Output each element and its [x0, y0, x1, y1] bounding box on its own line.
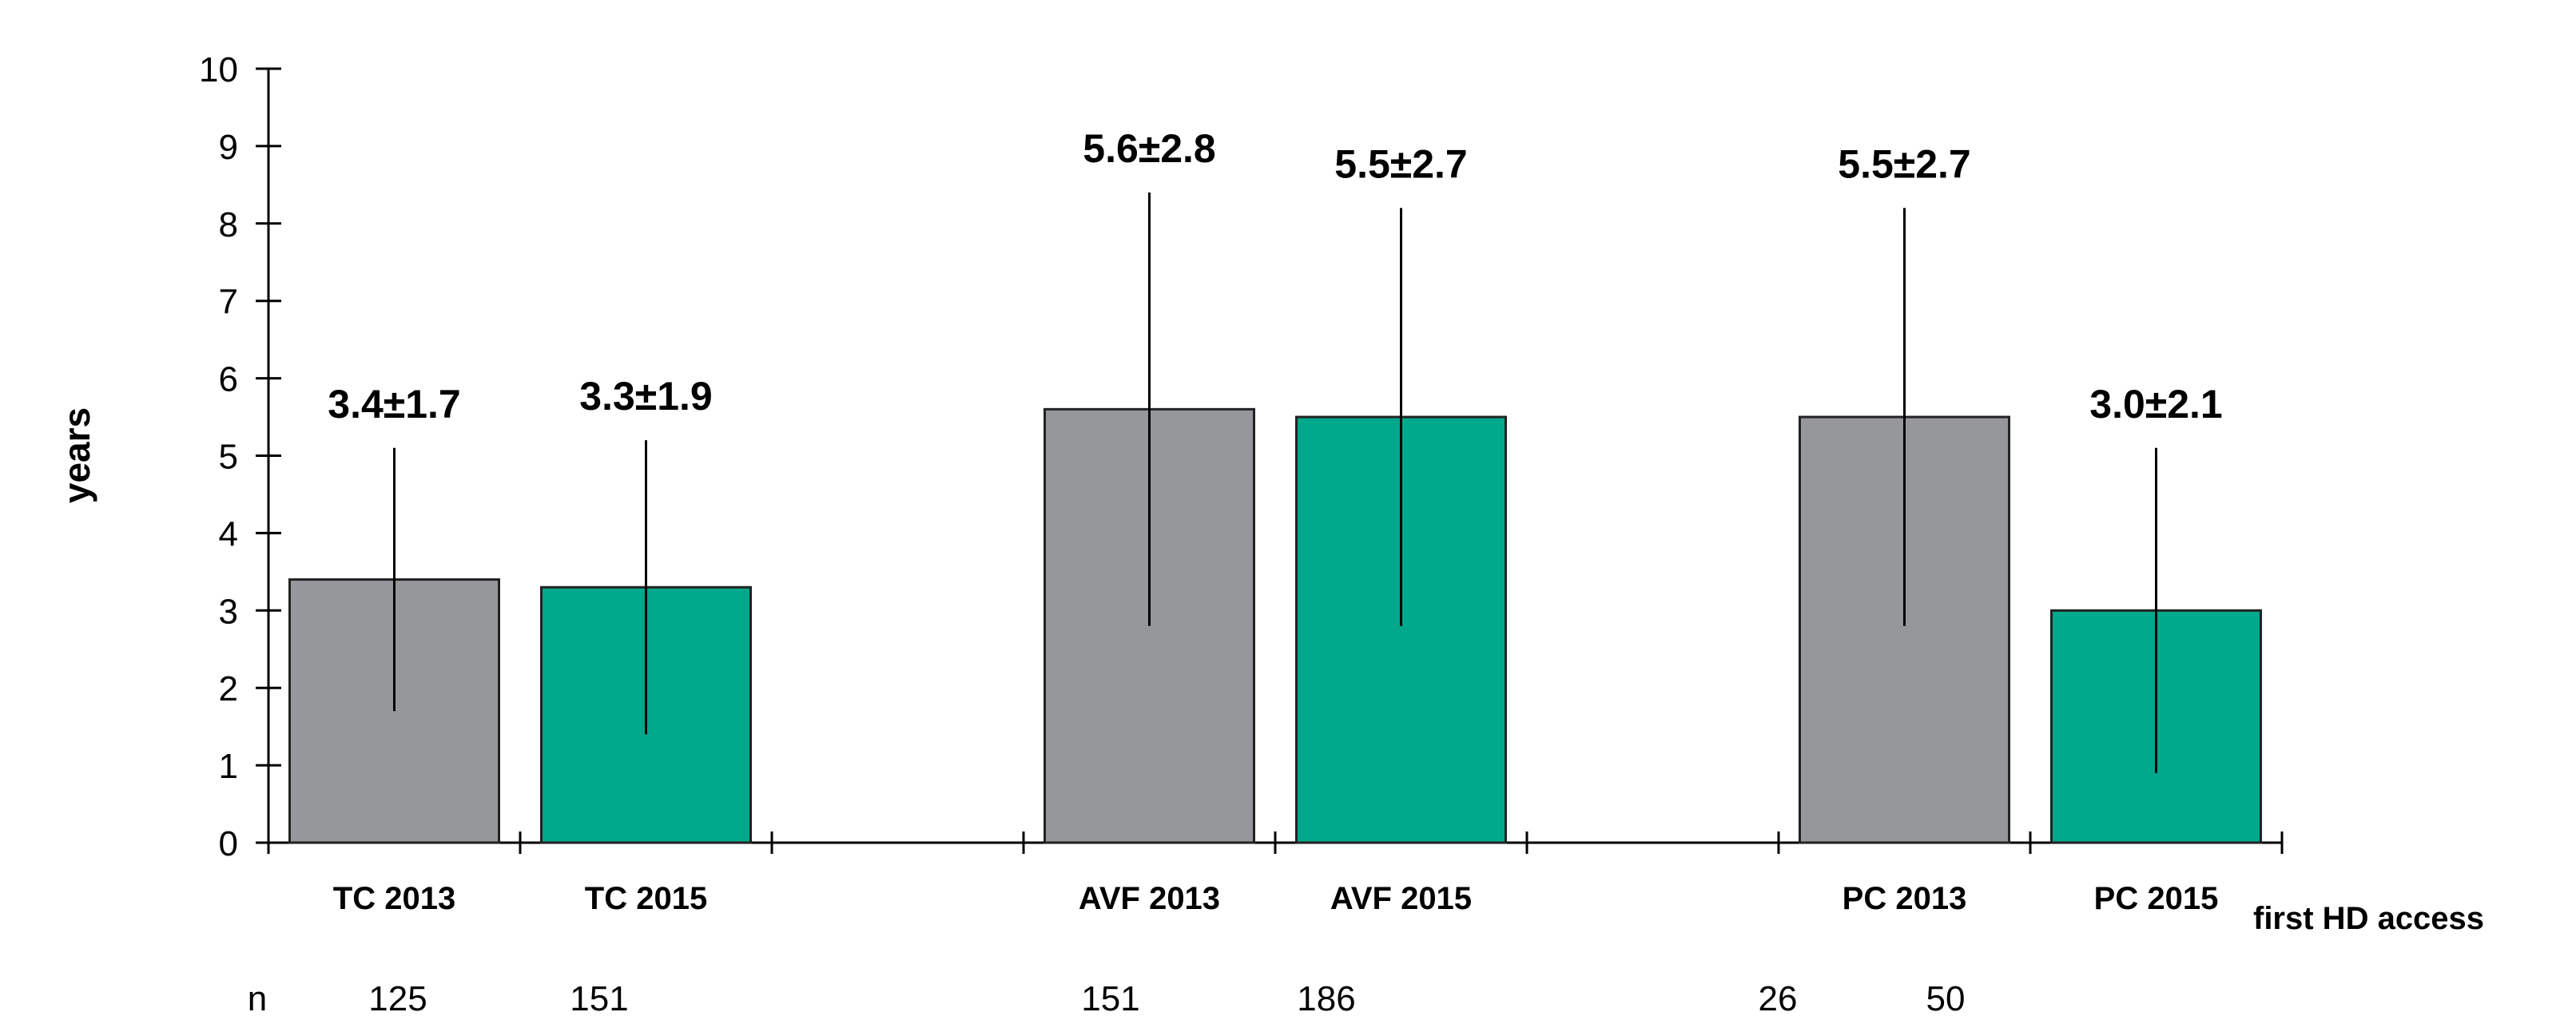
- n-value: 151: [1081, 979, 1139, 1018]
- y-tick-label: 1: [219, 747, 238, 786]
- labels: 3.4±1.7 TC 2013 125 3.3±1.9 TC 2015 151 5.6±2.…: [328, 126, 2222, 1018]
- y-axis-title: years: [56, 407, 97, 503]
- n-value: 151: [570, 979, 628, 1018]
- y-axis: 0 1 2 3 4 5 6 7 8 9 10: [199, 50, 281, 863]
- category-label: AVF 2013: [1079, 881, 1220, 916]
- y-tick-label: 5: [219, 438, 238, 477]
- bars: [288, 192, 2262, 844]
- n-value: 186: [1297, 979, 1355, 1018]
- y-tick-label: 7: [219, 283, 238, 322]
- n-value: 125: [368, 979, 427, 1018]
- y-tick-label: 9: [219, 128, 238, 167]
- data-label: 5.5±2.7: [1838, 141, 1970, 186]
- y-tick-label: 2: [219, 669, 238, 708]
- data-label: 5.6±2.8: [1083, 126, 1215, 171]
- data-label: 3.3±1.9: [579, 374, 712, 419]
- n-value: 26: [1759, 979, 1798, 1018]
- category-label: PC 2013: [1843, 881, 1967, 916]
- data-label: 3.0±2.1: [2089, 382, 2222, 427]
- y-tick-label: 8: [219, 205, 238, 244]
- category-label: TC 2013: [333, 881, 455, 916]
- data-label: 3.4±1.7: [328, 382, 460, 427]
- n-label: n: [248, 979, 267, 1018]
- y-tick-label: 4: [219, 514, 238, 554]
- category-label: PC 2015: [2094, 881, 2219, 916]
- y-tick-label: 3: [219, 592, 238, 631]
- category-label: TC 2015: [585, 881, 707, 916]
- y-tick-label: 10: [199, 50, 238, 89]
- category-label: AVF 2015: [1330, 881, 1472, 916]
- y-tick-label: 6: [219, 360, 238, 399]
- y-tick-label: 0: [219, 824, 238, 863]
- data-label: 5.5±2.7: [1334, 141, 1467, 186]
- x-axis-title: first HD access: [2253, 901, 2484, 936]
- n-value: 50: [1926, 979, 1966, 1018]
